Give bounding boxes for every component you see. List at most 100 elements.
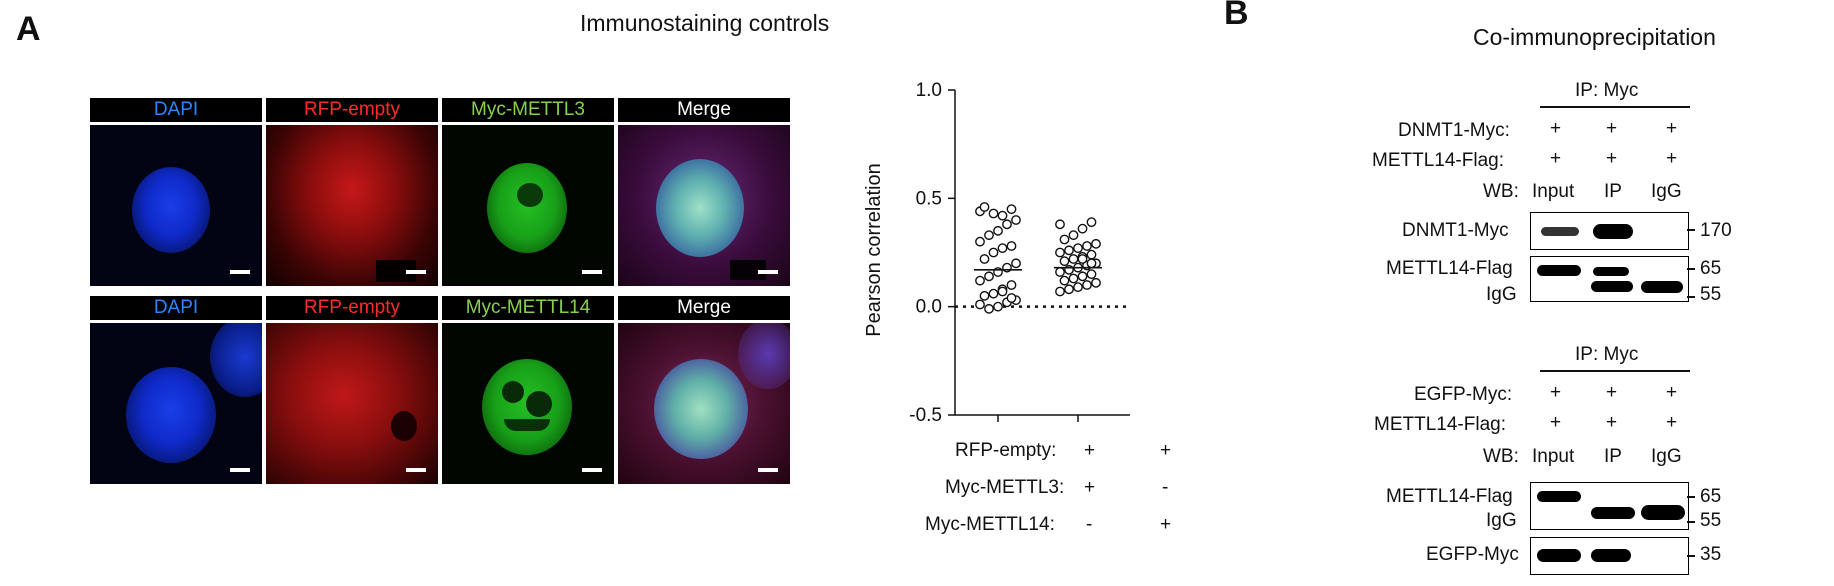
data-point [1055,219,1065,230]
micrograph-rfp-2: RFP-empty [266,296,438,484]
panel-b-title: Co-immunoprecipitation [1473,24,1716,50]
data-point [1082,280,1092,290]
row-label: EGFP-Myc: [1414,384,1513,405]
row-label: DNMT1-Myc: [1398,120,1510,141]
condition-sign: + [1160,514,1172,535]
condition-sign: - [1162,477,1169,498]
condition-sign: + [1084,440,1096,461]
data-point [975,299,985,310]
scale-bar [406,468,426,472]
data-point [1006,204,1017,215]
header-label: RFP-empty [266,296,438,320]
sign: + [1606,382,1618,403]
condition-sign: + [1160,440,1172,461]
ip-bracket-line [1540,370,1690,372]
micrograph-dapi-1: DAPI [90,98,262,286]
y-tick-label: 0.0 [916,297,942,318]
mw-marker: 55 [1700,284,1722,305]
scale-bar [230,270,250,274]
micrograph-rfp-1: RFP-empty [266,98,438,286]
micrograph-row-2: DAPI RFP-empty Myc-METTL14 Merge [90,296,790,484]
data-point [1068,254,1079,264]
ip-label-bottom: IP: Myc [1575,344,1639,365]
data-point [997,243,1008,254]
data-point [1011,215,1021,225]
sign: + [1606,118,1618,139]
data-point [1086,269,1097,280]
data-point [1059,275,1070,286]
panel-letter-a: A [16,10,41,48]
sign: + [1550,118,1562,139]
blot-label: IgG [1486,510,1517,531]
header-label: RFP-empty [266,98,438,122]
data-point [975,275,985,286]
header-label: Myc-METTL14 [442,296,614,320]
data-point [1073,282,1083,293]
data-point [997,286,1008,297]
scale-bar [582,468,602,472]
blot-dnmt1-myc [1530,212,1689,250]
micrograph-merge-1: Merge [618,98,790,286]
y-tick-label: -0.5 [909,405,942,426]
condition-label-mettl14: Myc-METTL14: [925,514,1055,535]
mw-marker: 65 [1700,486,1722,507]
sign: + [1666,412,1678,433]
data-point [997,210,1008,221]
row-label: METTL14-Flag: [1374,414,1506,435]
data-point [1073,243,1083,254]
data-point [984,230,994,241]
y-tick-label: 1.0 [916,80,942,101]
mw-marker: 170 [1700,220,1732,241]
mw-marker: 65 [1700,258,1722,279]
blot-label: DNMT1-Myc [1402,220,1509,241]
scale-bar [758,270,778,274]
data-point [1077,254,1088,264]
data-points [974,202,1102,314]
blot-label: METTL14-Flag [1386,258,1513,279]
condition-sign: - [1086,514,1093,535]
sign: + [1606,148,1618,169]
lane-label: IP [1604,446,1622,467]
header-label: Merge [618,296,790,320]
condition-label-rfp: RFP-empty: [955,440,1057,461]
data-point [993,225,1003,236]
micrograph-myc-mettl3: Myc-METTL3 [442,98,614,286]
data-point [979,202,990,212]
data-point [988,288,999,299]
mw-marker: 55 [1700,510,1722,531]
lane-label: IgG [1651,446,1682,467]
lane-label: Input [1532,446,1575,467]
data-point [1082,241,1092,251]
header-label: DAPI [90,296,262,320]
sign: + [1666,118,1678,139]
data-point [1077,223,1088,234]
blot-label: EGFP-Myc [1426,544,1519,565]
data-point [1068,230,1079,241]
panel-letter-b: B [1224,0,1249,32]
header-label: Myc-METTL3 [442,98,614,122]
data-point [979,254,990,264]
wb-label: WB: [1483,181,1519,202]
blot-egfp-myc [1530,537,1689,575]
header-label: Merge [618,98,790,122]
data-point [993,301,1003,312]
sign: + [1666,382,1678,403]
sign: + [1550,382,1562,403]
data-point [1064,284,1074,295]
data-point [979,290,990,301]
data-point [1055,267,1065,277]
micrograph-merge-2: Merge [618,296,790,484]
sign: + [1606,412,1618,433]
data-point [988,208,999,219]
data-point [1011,258,1021,269]
micrograph-dapi-2: DAPI [90,296,262,484]
y-ticks: 1.0 0.5 0.0 -0.5 [909,80,1130,426]
data-point [1059,234,1070,245]
data-point [1006,280,1017,290]
ip-bracket-line [1540,106,1690,108]
y-tick-label: 0.5 [916,188,942,209]
data-point [1077,271,1088,282]
data-point [1068,273,1079,284]
data-point [1086,217,1097,228]
scale-bar [230,468,250,472]
